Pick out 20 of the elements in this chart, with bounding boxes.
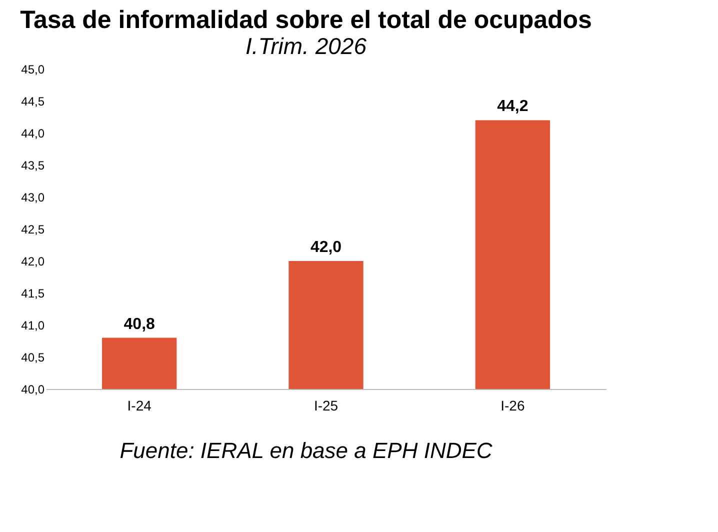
y-tick-label: 42,5 xyxy=(21,222,45,236)
data-label: 40,8 xyxy=(124,316,156,333)
chart-subtitle: I.Trim. 2026 xyxy=(246,33,367,59)
source-note: Fuente: IERAL en base a EPH INDEC xyxy=(120,438,492,463)
y-tick-label: 40,0 xyxy=(21,382,45,396)
data-label: 44,2 xyxy=(497,98,528,116)
chart-title: Tasa de informalidad sobre el total de ocupados xyxy=(20,6,592,34)
y-tick-label: 43,5 xyxy=(21,158,45,172)
y-tick-label: 45,0 xyxy=(21,62,45,76)
x-tick-label: I-24 xyxy=(127,398,152,414)
x-tick-label: I-25 xyxy=(314,398,338,414)
y-tick-label: 41,5 xyxy=(21,286,45,300)
y-tick-label: 44,0 xyxy=(21,126,45,140)
data-label: 42,0 xyxy=(310,239,342,256)
y-tick-label: 40,5 xyxy=(21,350,45,364)
y-tick-label: 44,5 xyxy=(21,94,45,108)
x-tick-label: I-26 xyxy=(500,398,525,414)
y-tick-label: 42,0 xyxy=(21,254,45,268)
y-tick-label: 41,0 xyxy=(21,318,45,332)
y-tick-label: 43,0 xyxy=(21,190,45,204)
